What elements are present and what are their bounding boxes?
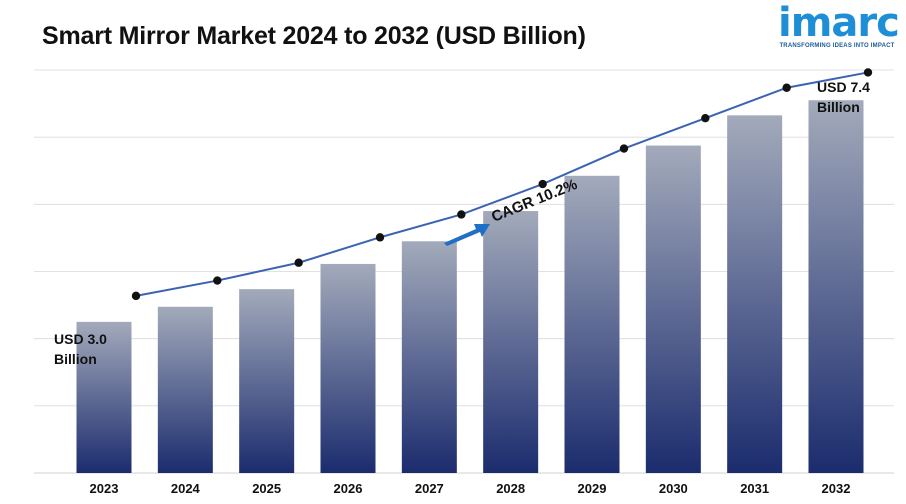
- logo-word: imarc: [778, 0, 900, 46]
- x-tick-label: 2031: [740, 481, 769, 496]
- x-tick-label: 2029: [578, 481, 607, 496]
- imarc-logo: imarc TRANSFORMING IDEAS INTO IMPACT: [778, 0, 900, 49]
- x-tick-label: 2028: [496, 481, 525, 496]
- bar-2025: [239, 289, 295, 473]
- trend-marker-2024: [213, 276, 222, 285]
- bar-2024: [157, 306, 213, 473]
- end-value-label-line1: USD 7.4: [817, 79, 870, 95]
- x-tick-label: 2024: [171, 481, 201, 496]
- x-tick-label: 2023: [90, 481, 119, 496]
- trend-marker-2032: [863, 68, 873, 77]
- x-tick-labels: 2023 2024 2025 2026 2027 2028 2029 2030 2031 2032: [90, 481, 851, 496]
- cagr-arrow-icon: [444, 224, 490, 246]
- x-tick-label: 2030: [659, 481, 688, 496]
- trend-marker-2030: [701, 113, 710, 123]
- logo-tagline: TRANSFORMING IDEAS INTO IMPACT: [779, 43, 895, 49]
- x-tick-label: 2027: [415, 481, 444, 496]
- start-value-label-line1: USD 3.0: [54, 331, 107, 347]
- trend-marker-2027: [457, 210, 466, 219]
- trend-polyline: [135, 71, 869, 297]
- start-value-label-line2: Billion: [54, 351, 97, 367]
- bars: [76, 100, 864, 474]
- trend-marker-2031: [782, 83, 791, 92]
- x-tick-label: 2032: [822, 481, 851, 496]
- trend-line: [131, 68, 873, 301]
- bar-2023: [76, 321, 132, 473]
- x-tick-label: 2026: [334, 481, 363, 496]
- bar-2029: [564, 175, 620, 473]
- trend-marker-2029: [619, 144, 629, 153]
- trend-marker-2026: [375, 233, 385, 242]
- bar-2027: [401, 241, 457, 473]
- bar-2028: [483, 211, 539, 474]
- bar-2031: [727, 115, 783, 474]
- trend-marker-2023: [131, 291, 141, 301]
- trend-marker-2028: [538, 179, 547, 189]
- bar-2026: [320, 263, 376, 473]
- bar-2032: [808, 100, 864, 473]
- end-value-label-line2: Billion: [817, 99, 860, 115]
- trend-marker-2025: [294, 258, 303, 267]
- bar-2030: [645, 145, 701, 473]
- x-tick-label: 2025: [252, 481, 281, 496]
- chart-title: Smart Mirror Market 2024 to 2032 (USD Bi…: [42, 22, 586, 50]
